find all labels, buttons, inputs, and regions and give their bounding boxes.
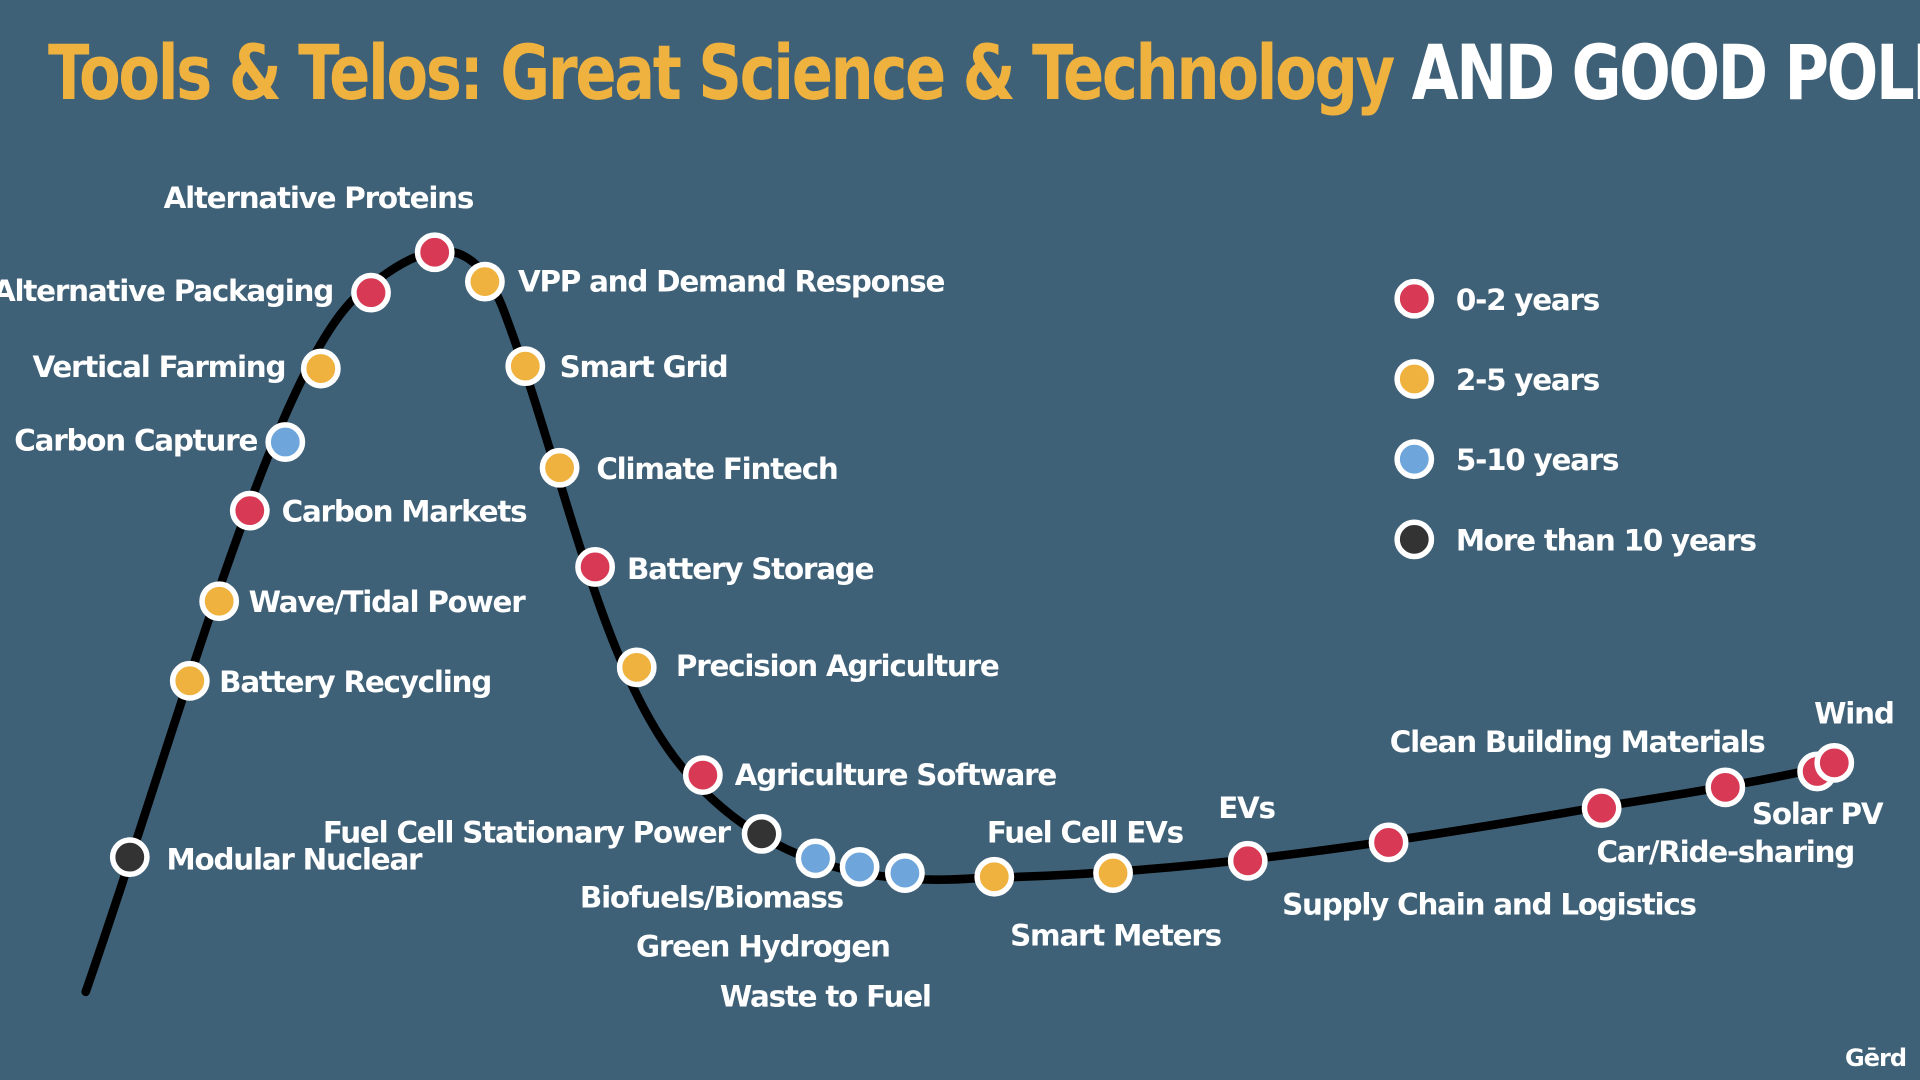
label-wave-tidal-power: Wave/Tidal Power: [249, 585, 527, 619]
point-evs: [1227, 840, 1268, 881]
data-labels: Modular Nuclear Battery Recycling Wave/Tid…: [0, 181, 1895, 1014]
label-agriculture-software: Agriculture Software: [735, 758, 1057, 792]
point-alternative-proteins: [414, 232, 455, 273]
legend: 0-2 years 2-5 years 5-10 years More than 10…: [1394, 278, 1758, 560]
point-supply-chain-and-logistics: [1368, 822, 1409, 863]
label-climate-fintech: Climate Fintech: [596, 452, 837, 486]
data-points: [109, 232, 1855, 897]
point-car-ride-sharing: [1705, 767, 1746, 808]
point-carbon-capture: [265, 422, 306, 462]
slide-title: Tools & Telos: Great Science & Technolog…: [48, 18, 1920, 128]
point-green-hydrogen: [839, 847, 880, 887]
label-smart-grid: Smart Grid: [560, 350, 728, 384]
label-precision-agriculture: Precision Agriculture: [676, 649, 999, 683]
label-evs: EVs: [1218, 791, 1275, 825]
legend-marker-5-10-years: [1394, 439, 1435, 480]
label-fuel-cell-stationary-power: Fuel Cell Stationary Power: [323, 815, 732, 849]
label-waste-to-fuel: Waste to Fuel: [720, 980, 931, 1014]
legend-marker-more-than-10-years: [1394, 519, 1435, 560]
point-modular-nuclear: [109, 837, 150, 878]
legend-label-0-2-years: 0-2 years: [1456, 283, 1600, 317]
label-green-hydrogen: Green Hydrogen: [636, 929, 890, 963]
title-part-gold: Tools & Telos: Great Science & Technolog…: [48, 28, 1395, 117]
point-alternative-packaging: [351, 272, 391, 313]
legend-marker-0-2-years: [1394, 278, 1435, 319]
label-supply-chain-and-logistics: Supply Chain and Logistics: [1282, 888, 1696, 922]
legend-label-more-than-10-years: More than 10 years: [1456, 523, 1757, 557]
point-fuel-cell-stationary-power: [741, 813, 782, 854]
point-wave-tidal-power: [199, 581, 240, 622]
point-clean-building-materials: [1581, 788, 1622, 829]
point-carbon-markets: [229, 490, 270, 531]
point-biofuels-biomass: [795, 838, 836, 879]
title-part-white: AND GOOD POLICY: [1411, 28, 1920, 117]
label-vertical-farming: Vertical Farming: [32, 350, 285, 384]
point-fuel-cell-evs: [974, 856, 1015, 897]
point-wind: [1814, 742, 1855, 783]
label-solar-pv: Solar PV: [1752, 797, 1884, 831]
label-clean-building-materials: Clean Building Materials: [1390, 725, 1766, 759]
label-alternative-proteins: Alternative Proteins: [164, 181, 474, 215]
label-fuel-cell-evs: Fuel Cell EVs: [987, 815, 1184, 849]
label-carbon-markets: Carbon Markets: [282, 495, 528, 529]
label-wind: Wind: [1814, 697, 1894, 731]
label-car-ride-sharing: Car/Ride-sharing: [1597, 835, 1855, 869]
label-vpp-and-demand-response: VPP and Demand Response: [518, 264, 945, 298]
label-battery-recycling: Battery Recycling: [219, 665, 491, 699]
point-precision-agriculture: [616, 647, 657, 688]
legend-label-5-10-years: 5-10 years: [1456, 443, 1619, 477]
label-biofuels-biomass: Biofuels/Biomass: [580, 880, 844, 914]
point-battery-recycling: [169, 660, 210, 701]
point-smart-meters: [1093, 853, 1133, 893]
label-smart-meters: Smart Meters: [1010, 918, 1221, 952]
label-modular-nuclear: Modular Nuclear: [167, 842, 424, 876]
point-agriculture-software: [682, 755, 723, 795]
point-smart-grid: [505, 346, 546, 387]
legend-label-2-5-years: 2-5 years: [1456, 363, 1600, 397]
label-carbon-capture: Carbon Capture: [14, 424, 257, 458]
point-climate-fintech: [539, 447, 580, 488]
point-waste-to-fuel: [885, 853, 925, 893]
label-alternative-packaging: Alternative Packaging: [0, 274, 333, 308]
legend-marker-2-5-years: [1394, 359, 1435, 399]
label-battery-storage: Battery Storage: [627, 552, 874, 586]
point-battery-storage: [575, 547, 615, 587]
point-vpp-and-demand-response: [465, 261, 505, 302]
gerd-logo: Gērd: [1845, 1044, 1907, 1072]
point-vertical-farming: [300, 348, 341, 389]
